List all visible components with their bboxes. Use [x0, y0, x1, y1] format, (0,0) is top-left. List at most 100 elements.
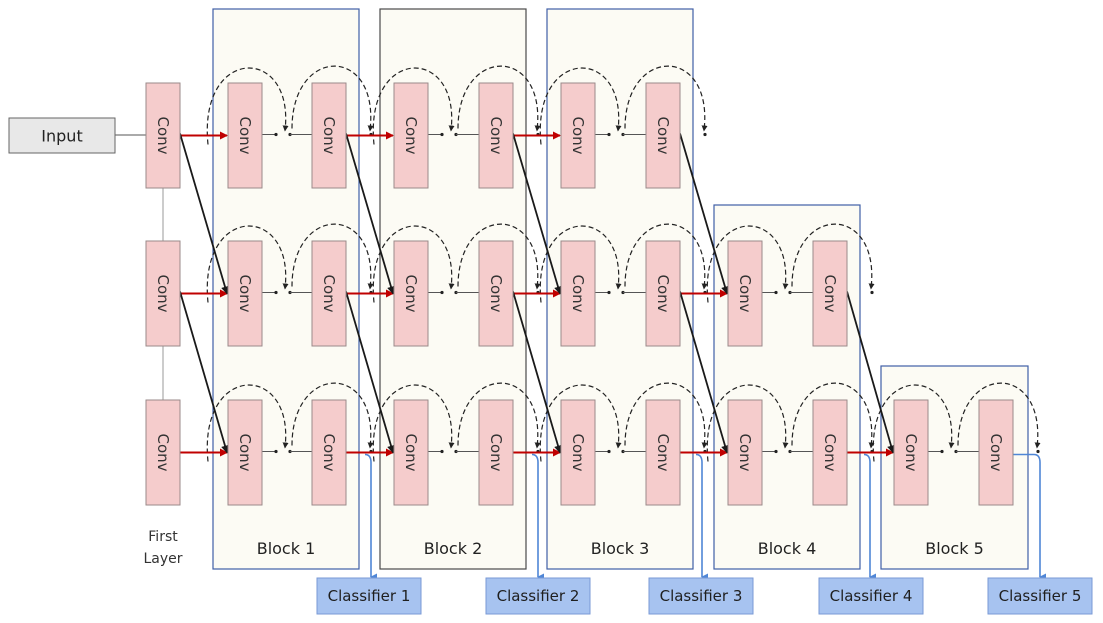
conv-label: Conv [320, 433, 338, 471]
skip-connection-arc [539, 384, 622, 462]
conv-label: Conv [569, 433, 587, 471]
conv-label: Conv [402, 274, 420, 312]
diagonal-arrow [179, 133, 229, 295]
conv-label: Conv [236, 116, 254, 154]
block-4-conv-b-row-2: Conv [812, 240, 848, 347]
conv-box [645, 240, 681, 347]
conv-box [393, 240, 429, 347]
conv-label: Conv [654, 433, 672, 471]
block-2-conv-a-row-1: Conv [393, 82, 429, 189]
skip-connection-arc [706, 225, 789, 303]
skip-connection-arc [624, 223, 708, 290]
classifier-label: Classifier 3 [660, 587, 743, 605]
block-1-conv-b-row-1: Conv [311, 82, 347, 189]
diagonal-arrow [512, 133, 562, 295]
junction-dot [607, 449, 611, 454]
junction-dot [940, 449, 944, 454]
diagonal-arrow [345, 291, 395, 454]
classifier-connector [863, 453, 876, 581]
conv-box [311, 399, 347, 506]
classifier-box [987, 577, 1093, 615]
block-2-conv-b-row-1: Conv [478, 82, 514, 189]
conv-label: Conv [320, 116, 338, 154]
block-3-conv-a-row-2: Conv [560, 240, 596, 347]
conv-box [227, 240, 263, 347]
conv-label: Conv [736, 274, 754, 312]
conv-label: Conv [154, 116, 172, 154]
skip-connection-arc [539, 67, 622, 145]
classifier-connector [364, 453, 377, 581]
junction-dot [703, 132, 707, 137]
conv-box [478, 82, 514, 189]
diagonal-arrow [179, 291, 229, 454]
conv-label: Conv [654, 274, 672, 312]
skip-connection-arc [872, 384, 955, 462]
junction-dot [870, 290, 874, 295]
block-2-conv-a-row-3: Conv [393, 399, 429, 506]
conv-label: Conv [154, 274, 172, 312]
conv-box [145, 240, 181, 347]
junction-dot [440, 132, 444, 137]
block-4-conv-a-row-2: Conv [727, 240, 763, 347]
classifier-box [485, 577, 591, 615]
classifier-connector [531, 453, 544, 581]
conv-box [978, 399, 1014, 506]
block-5-conv-b-row-3: Conv [978, 399, 1014, 506]
block-4-label: Block 4 [758, 539, 817, 558]
conv-box [645, 82, 681, 189]
junction-dot [607, 132, 611, 137]
conv-box [893, 399, 929, 506]
block-1-label: Block 1 [257, 539, 316, 558]
conv-box [478, 240, 514, 347]
conv-label: Conv [569, 116, 587, 154]
conv-box [560, 240, 596, 347]
skip-connection-arc [791, 382, 875, 449]
diagonal-arrow [846, 291, 895, 454]
conv-box [145, 82, 181, 189]
classifier-2: Classifier 2 [485, 577, 591, 615]
diagonal-arrow [679, 133, 729, 295]
conv-label: Conv [654, 116, 672, 154]
classifier-label: Classifier 4 [830, 587, 913, 605]
classifier-4: Classifier 4 [818, 577, 924, 615]
block-5-label: Block 5 [925, 539, 984, 558]
conv-box [727, 240, 763, 347]
skip-connection-arc [457, 382, 541, 449]
input-box [8, 117, 116, 154]
junction-dot [440, 449, 444, 454]
classifier-label: Classifier 5 [999, 587, 1082, 605]
skip-connection-arc [957, 382, 1041, 449]
conv-label: Conv [320, 274, 338, 312]
classifier-box [648, 577, 754, 615]
first-layer-label: First [148, 529, 178, 545]
conv-box [393, 82, 429, 189]
conv-label: Conv [487, 116, 505, 154]
conv-box [311, 82, 347, 189]
conv-box [812, 240, 848, 347]
block-2-label: Block 2 [424, 539, 483, 558]
diagonal-arrow [512, 291, 562, 454]
conv-label: Conv [902, 433, 920, 471]
conv-box [645, 399, 681, 506]
conv-label: Conv [821, 274, 839, 312]
classifier-label: Classifier 2 [497, 587, 580, 605]
block-3-label: Block 3 [591, 539, 650, 558]
junction-dot [274, 449, 278, 454]
conv-label: Conv [154, 433, 172, 471]
diagonal-arrow [679, 291, 729, 454]
conv-label: Conv [821, 433, 839, 471]
skip-connection-arc [624, 65, 708, 132]
skip-connection-arc [791, 223, 875, 290]
skip-connection-arc [372, 225, 455, 303]
conv-label: Conv [236, 274, 254, 312]
classifier-label: Classifier 1 [328, 587, 411, 605]
conv-label: Conv [236, 433, 254, 471]
skip-connection-arc [372, 384, 455, 462]
conv-box [478, 399, 514, 506]
conv-label: Conv [402, 116, 420, 154]
skip-connection-arc [291, 223, 374, 290]
first-conv-row-1: Conv [145, 82, 181, 189]
block-1-conv-b-row-3: Conv [311, 399, 347, 506]
block-3-conv-b-row-3: Conv [645, 399, 681, 506]
conv-box [311, 240, 347, 347]
